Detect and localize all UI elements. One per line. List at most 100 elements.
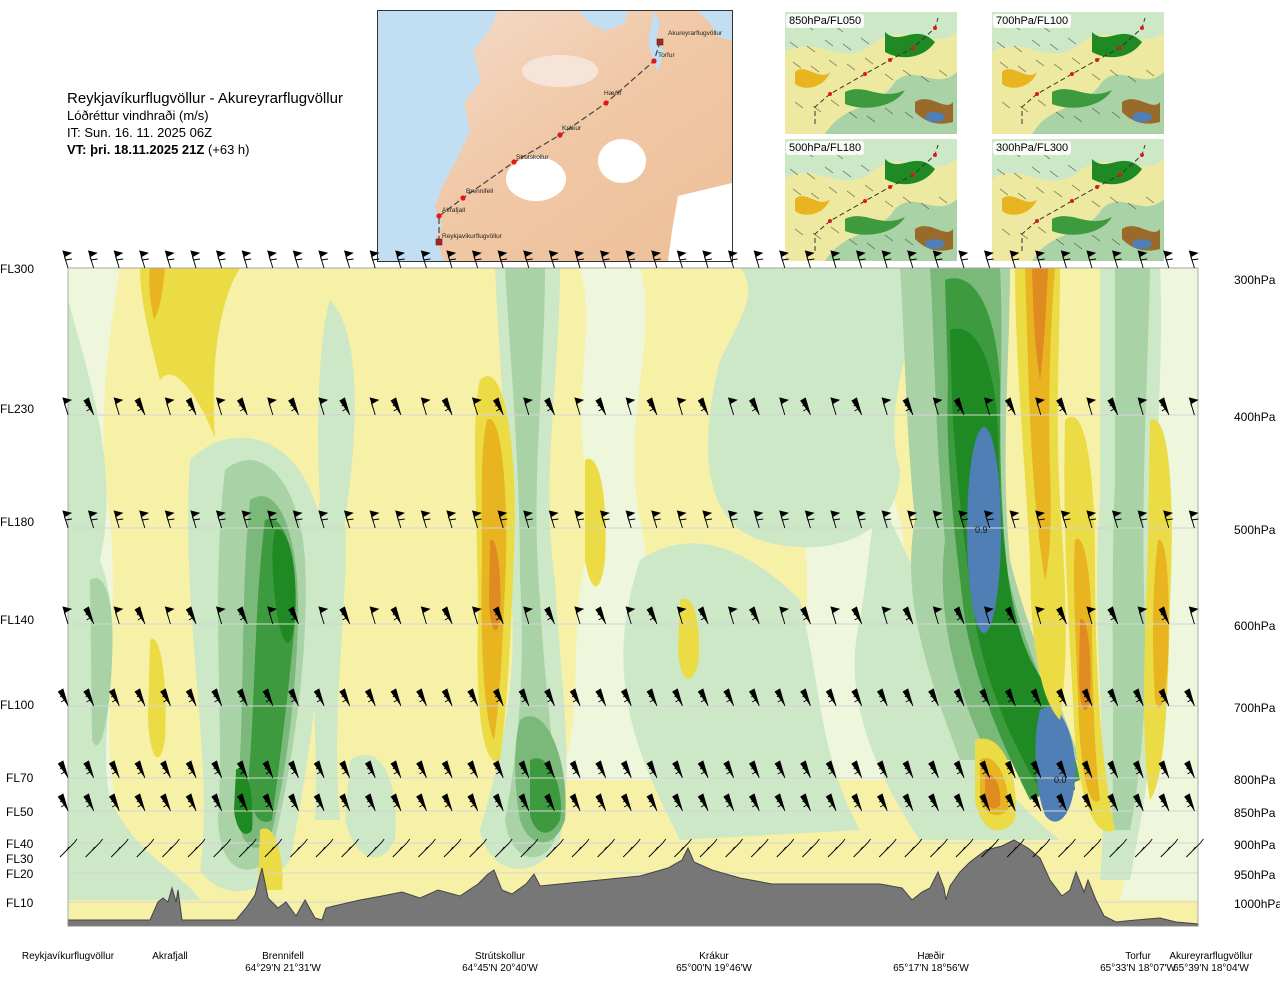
- wind-barb: [420, 606, 431, 625]
- wind-barb: [625, 250, 636, 269]
- wind-barb: [800, 606, 811, 625]
- wind-barb: [1056, 688, 1067, 707]
- wind-barb: [748, 397, 760, 416]
- region-down3-3: [985, 774, 1001, 809]
- wind-barb: [697, 688, 709, 707]
- thumbnail-700hpa[interactable]: 700hPa/FL100: [992, 12, 1164, 134]
- wind-barb: [518, 793, 530, 812]
- wind-barb: [779, 250, 789, 269]
- location-label-akureyrarflugvollur: Akureyrarflugvöllur 65°39'N 18°04'W: [1169, 951, 1252, 975]
- wind-barb: [1030, 760, 1042, 779]
- wind-barb: [599, 250, 610, 269]
- wind-barb: [441, 793, 453, 812]
- wind-barb: [1035, 606, 1045, 625]
- wind-barb: [574, 606, 585, 625]
- wind-barb: [390, 793, 402, 812]
- wind-barb: [932, 606, 943, 625]
- wind-barb: [267, 250, 277, 269]
- wind-barb: [1107, 760, 1119, 779]
- thumbnail-500hpa[interactable]: 500hPa/FL180: [785, 139, 957, 261]
- wind-barb: [932, 397, 943, 416]
- region-up4-2: [530, 758, 561, 833]
- wind-barb: [902, 793, 914, 812]
- wind-barb: [597, 838, 615, 858]
- wind-barb: [62, 250, 73, 269]
- location-label-brennifell: Brennifell 64°29'N 21°31'W: [245, 951, 321, 975]
- wind-barb: [595, 793, 607, 812]
- wind-barb: [1158, 606, 1170, 625]
- wind-barb: [215, 606, 226, 625]
- parameter-name: Lóðréttur vindhraði (m/s): [67, 108, 209, 123]
- wind-barb: [1035, 397, 1045, 416]
- thumbnail-850hpa[interactable]: 850hPa/FL050: [785, 12, 957, 134]
- thumbnail-300hpa[interactable]: 300hPa/FL300: [992, 139, 1164, 261]
- wind-barb: [467, 688, 479, 707]
- wind-barb: [185, 793, 197, 812]
- wind-barb: [825, 793, 837, 812]
- wind-barb: [1134, 838, 1153, 858]
- contour-label-upper: 0.9: [975, 525, 988, 535]
- wind-barb: [725, 838, 743, 858]
- wind-barb: [702, 250, 713, 269]
- wind-barb: [343, 510, 354, 529]
- wind-barb: [928, 688, 939, 707]
- wind-barb: [108, 793, 120, 812]
- wind-barb: [369, 250, 380, 269]
- wind-barb: [702, 510, 713, 529]
- wind-barb: [441, 397, 453, 416]
- wind-barb: [1107, 793, 1119, 812]
- location-coord-krakur: 65°00'N 19°46'W: [676, 963, 752, 974]
- wind-barb: [339, 793, 351, 812]
- wind-barb: [723, 688, 735, 707]
- wind-barb: [748, 688, 760, 707]
- wind-barb: [1081, 760, 1093, 779]
- wind-barb: [953, 397, 965, 416]
- wind-barb: [830, 510, 841, 529]
- wind-barb: [1009, 250, 1020, 269]
- wind-barb: [727, 606, 738, 625]
- wind-barb: [1086, 397, 1097, 416]
- wind-barb: [366, 838, 385, 858]
- wind-barb: [804, 250, 815, 269]
- wind-barb: [1086, 510, 1097, 529]
- wind-barb: [753, 510, 764, 529]
- wind-barb: [648, 838, 667, 858]
- wind-barb: [723, 793, 735, 812]
- wind-barb: [930, 838, 948, 858]
- route-map[interactable]: Akureyrarflugvöllur Torfur Hæðir Krákur …: [377, 10, 733, 262]
- wind-barb: [620, 688, 632, 707]
- wind-barb: [881, 250, 892, 269]
- hpa-label-800: 800hPa: [1234, 773, 1276, 787]
- wind-barb: [1058, 838, 1076, 858]
- terrain-profile: [67, 839, 1199, 927]
- wind-barb: [160, 793, 171, 812]
- hpa-label-300: 300hPa: [1234, 273, 1276, 287]
- wind-barb: [851, 688, 863, 707]
- wind-barb: [953, 688, 965, 707]
- wind-barb: [113, 397, 124, 416]
- hpa-label-1000: 1000hPa: [1234, 897, 1280, 911]
- wind-barb: [1160, 838, 1179, 858]
- wind-barb: [1030, 793, 1042, 812]
- wind-barb: [1158, 793, 1170, 812]
- wind-barb: [211, 793, 223, 812]
- wind-barb: [979, 760, 991, 779]
- map-label-brennifell: Brennifell: [466, 188, 494, 195]
- region-down1-5: [148, 638, 166, 758]
- wind-barb: [800, 397, 811, 416]
- wind-barb: [932, 510, 943, 529]
- wind-barb: [800, 760, 811, 779]
- wind-barb: [902, 760, 914, 779]
- wind-barb: [1158, 397, 1170, 416]
- wind-barb: [548, 510, 559, 529]
- wind-barb: [1137, 397, 1148, 416]
- wind-barb: [134, 760, 146, 779]
- wind-barb: [1111, 250, 1122, 269]
- wind-barb: [1004, 688, 1016, 707]
- wind-barb: [546, 838, 564, 858]
- wind-barb: [851, 760, 863, 779]
- wind-barb: [697, 397, 709, 416]
- wind-barb: [164, 510, 175, 529]
- wind-barb: [595, 606, 607, 625]
